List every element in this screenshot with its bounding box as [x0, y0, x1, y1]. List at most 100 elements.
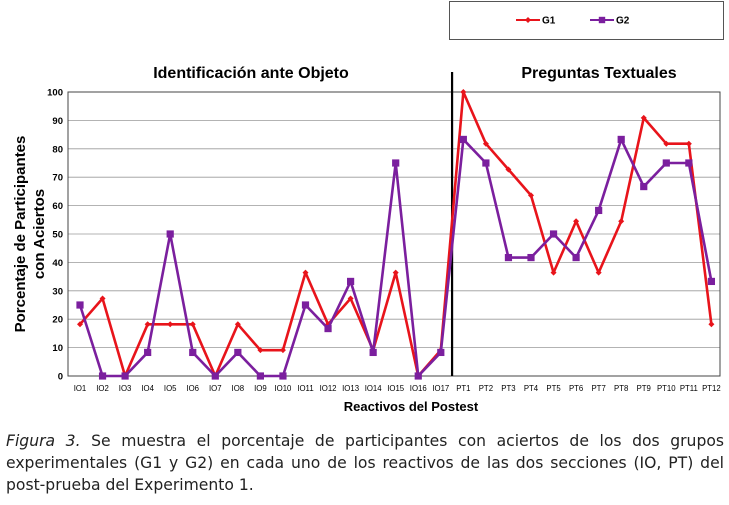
data-point: [482, 140, 489, 147]
legend: G1 G2: [449, 1, 724, 40]
x-tick-label: PT7: [591, 384, 605, 393]
y-tick-label: 80: [52, 144, 63, 155]
x-tick-label: PT6: [569, 384, 583, 393]
x-tick-label: PT3: [501, 384, 515, 393]
plot-area: [67, 91, 721, 377]
data-point: [459, 135, 467, 144]
data-point: [257, 347, 264, 354]
section-title: Preguntas Textuales: [521, 65, 676, 82]
x-tick-label: IO3: [119, 384, 132, 393]
data-point: [618, 218, 625, 225]
x-tick-label: PT12: [702, 384, 721, 393]
data-point: [347, 277, 355, 286]
data-point: [234, 321, 241, 328]
x-tick-label: PT4: [524, 384, 539, 393]
data-point: [640, 114, 647, 121]
section-title: Identificación ante Objeto: [153, 65, 349, 82]
legend-marker: [598, 16, 606, 24]
data-point: [663, 140, 670, 147]
data-point: [392, 269, 399, 276]
x-tick-label: IO6: [186, 384, 199, 393]
x-tick-label: IO10: [274, 384, 292, 393]
data-point: [617, 135, 625, 144]
data-point: [99, 295, 106, 302]
x-tick-label: IO8: [232, 384, 245, 393]
x-axis-title: Reactivos del Postest: [344, 399, 479, 414]
x-axis-ticks: IO1 IO2 IO3 IO4 IO5 IO6 IO7 IO8 IO9 IO10 IO11 IO12 I…: [74, 384, 721, 393]
section-titles: Identificación ante Objeto Preguntas Text…: [153, 65, 677, 82]
series-line: [78, 138, 713, 378]
y-axis-title-line2: con Aciertos: [31, 189, 48, 279]
data-point: [708, 321, 715, 328]
data-point: [550, 269, 557, 276]
data-point: [572, 253, 580, 262]
y-tick-label: 20: [52, 315, 63, 326]
data-point: [460, 89, 467, 95]
legend-box: [449, 1, 724, 40]
caption-label: Figura 3.: [6, 432, 81, 450]
y-tick-label: 100: [47, 88, 63, 99]
data-point: [166, 230, 174, 238]
x-tick-label: PT10: [657, 384, 676, 393]
data-point: [189, 348, 197, 357]
data-point: [414, 372, 422, 380]
data-point: [279, 347, 286, 354]
data-point: [98, 372, 107, 380]
data-point: [211, 372, 219, 380]
data-point: [121, 372, 129, 380]
x-tick-label: IO16: [410, 384, 427, 393]
data-point: [482, 159, 490, 167]
x-tick-label: IO13: [342, 384, 359, 393]
data-point: [76, 301, 84, 309]
data-point: [685, 140, 692, 147]
x-tick-label: IO5: [164, 384, 177, 393]
x-tick-label: PT5: [546, 384, 561, 393]
data-point: [279, 372, 287, 380]
data-point: [595, 206, 603, 215]
data-point: [685, 159, 693, 167]
x-tick-label: IO4: [141, 384, 154, 393]
x-tick-label: PT9: [637, 384, 651, 393]
data-point: [504, 253, 513, 262]
data-point: [527, 253, 535, 262]
chart: G1 G2 Identificación ante Objeto Preguntas…: [12, 1, 724, 414]
legend-marker: [525, 17, 531, 23]
data-point: [144, 348, 152, 357]
caption-text: Se muestra el porcentaje de participante…: [6, 432, 725, 494]
data-point: [505, 166, 512, 173]
data-point: [347, 295, 354, 302]
data-point: [369, 348, 377, 357]
data-point: [301, 301, 310, 309]
x-tick-label: PT1: [456, 384, 470, 393]
figure-caption: Figura 3. Se muestra el porcentaje de pa…: [6, 430, 724, 496]
data-point: [256, 372, 264, 380]
data-point: [167, 321, 174, 328]
gridlines: [68, 120, 720, 349]
x-tick-label: IO15: [387, 384, 405, 393]
x-tick-label: IO9: [254, 384, 267, 393]
x-tick-label: IO14: [365, 384, 383, 393]
data-point: [234, 348, 242, 357]
x-tick-label: PT2: [479, 384, 493, 393]
data-point: [707, 277, 715, 286]
y-tick-label: 30: [52, 286, 63, 297]
data-point: [528, 192, 534, 199]
data-point: [549, 230, 558, 238]
data-point: [77, 321, 83, 328]
data-point: [392, 159, 400, 167]
data-point: [144, 321, 151, 328]
data-point: [302, 269, 309, 276]
x-tick-label: PT8: [614, 384, 628, 393]
series-g2: [76, 135, 715, 380]
data-point: [662, 159, 670, 167]
x-tick-label: IO12: [320, 384, 337, 393]
y-axis-ticks: 0 10 20 30 40 50 60 70 80 90 100: [47, 88, 63, 383]
x-tick-label: IO11: [297, 384, 313, 393]
data-point: [573, 218, 580, 225]
x-tick-label: IO17: [432, 384, 449, 393]
legend-label: G2: [616, 16, 630, 27]
y-tick-label: 50: [52, 230, 63, 241]
y-tick-label: 10: [52, 343, 63, 354]
data-point: [324, 324, 332, 333]
y-tick-label: 40: [52, 258, 63, 269]
